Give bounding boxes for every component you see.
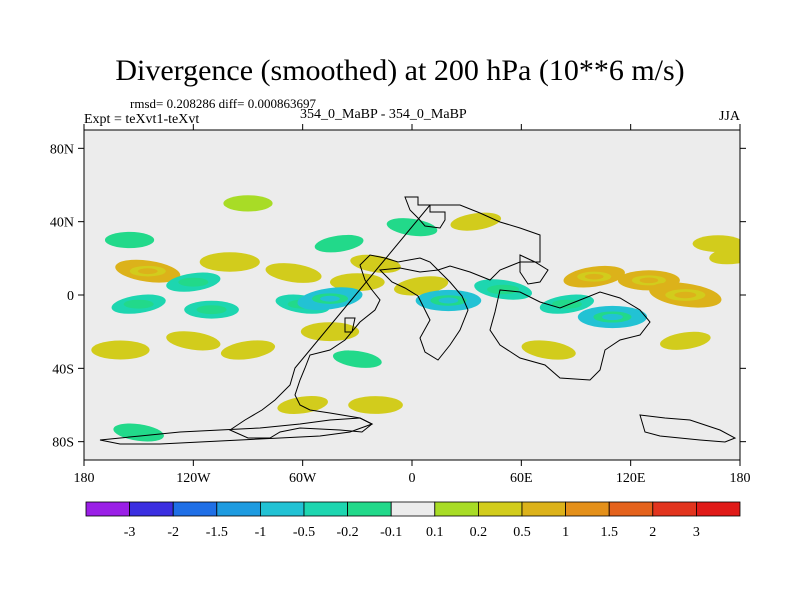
divergence-cell-core (178, 336, 209, 346)
case-names: 354_0_MaBP - 354_0_MaBP (300, 107, 467, 122)
y-tick-label: 40S (52, 362, 74, 377)
divergence-cell-core (360, 400, 391, 410)
colorbar-label: 1 (562, 525, 569, 540)
divergence-cell (223, 195, 273, 212)
divergence-cell-peak (602, 313, 623, 321)
divergence-cell (660, 331, 711, 350)
colorbar-box (347, 501, 392, 517)
divergence-cell-peak (639, 277, 659, 284)
divergence-cell-peak (674, 291, 697, 299)
colorbar-label: 0.1 (426, 525, 444, 540)
coastline-outline (99, 196, 737, 445)
colorbar-label: -1 (255, 525, 267, 540)
divergence-cell (692, 235, 740, 253)
colorbar-label: -0.5 (293, 525, 315, 540)
x-tick-label: 180 (730, 471, 751, 486)
coastline-segment (378, 267, 469, 361)
divergence-cell-peak (137, 268, 158, 275)
colorbar: -3 -2 -1.5 -1 -0.5 -0.2 -0.1 0.1 0.2 0.5 1 1.5 2 3 (85, 501, 741, 540)
chart-title: Divergence (smoothed) at 200 hPa (10**6 … (115, 54, 685, 87)
coastline-segment (99, 417, 374, 445)
colorbar-label: 3 (693, 525, 700, 540)
season-label: JJA (718, 109, 740, 124)
coastline-segment (344, 317, 356, 333)
coastline-segment (639, 414, 737, 443)
y-tick-label: 80N (50, 142, 74, 157)
coastline-segment (519, 254, 549, 285)
colorbar-label: 1.5 (600, 525, 618, 540)
colorbar-box (129, 501, 174, 517)
colorbar-label: 0.2 (470, 525, 488, 540)
colorbar-box (696, 501, 741, 517)
y-tick-label: 80S (52, 436, 74, 451)
coastline-segment (404, 196, 446, 229)
x-tick-label: 120E (616, 471, 646, 486)
divergence-cell-core (721, 250, 740, 260)
rmsd-diff-stats: rmsd= 0.208286 diff= 0.000863697 (130, 96, 316, 111)
colorbar-label: -0.1 (380, 525, 402, 540)
divergence-cell-core (313, 326, 347, 337)
divergence-cell (277, 395, 328, 415)
axis-ticks: 180 120W 60W 0 60E 120E 180 80N 40N 0 40S 80S (50, 124, 751, 486)
colorbar-box (216, 501, 261, 517)
colorbar-box (85, 501, 130, 517)
divergence-cell-core (533, 345, 564, 355)
divergence-cell-core (104, 345, 137, 355)
colorbar-label: 2 (649, 525, 656, 540)
colorbar-box (434, 501, 479, 517)
divergence-cell (314, 234, 364, 253)
colorbar-box (303, 501, 348, 517)
divergence-cell-core (196, 305, 227, 315)
colorbar-label: -0.2 (337, 525, 359, 540)
divergence-cell-core (123, 299, 154, 309)
divergence-cell-core (178, 277, 209, 287)
divergence-cell-core (406, 281, 437, 291)
colorbar-label: 0.5 (513, 525, 531, 540)
colorbar-box (172, 501, 218, 517)
divergence-cell-peak (438, 297, 459, 304)
colorbar-label: -3 (124, 525, 136, 540)
y-tick-label: 0 (67, 289, 74, 304)
x-tick-label: 60W (289, 471, 317, 486)
colorbar-box (259, 501, 305, 517)
x-tick-label: 0 (409, 471, 416, 486)
divergence-cell-core (278, 268, 310, 278)
colorbar-box (521, 501, 566, 517)
divergence-cell-core (232, 345, 264, 355)
x-tick-label: 120W (176, 471, 211, 486)
y-tick-label: 40N (50, 216, 74, 231)
coastline-segment (489, 289, 651, 381)
colorbar-label: -2 (167, 525, 179, 540)
divergence-cell-peak (584, 273, 604, 280)
x-tick-label: 180 (74, 471, 95, 486)
colorbar-label: -1.5 (206, 525, 228, 540)
experiment-label: Expt = teXvt1-teXvt (84, 112, 200, 127)
colorbar-box (390, 501, 436, 517)
colorbar-box (652, 501, 697, 517)
divergence-cell-core (213, 257, 247, 267)
divergence-cell-peak (320, 295, 340, 302)
x-tick-label: 60E (510, 471, 533, 486)
divergence-cell-core (487, 284, 520, 295)
divergence-cell (104, 231, 155, 249)
divergence-cell (332, 350, 382, 368)
colorbar-box (477, 501, 523, 517)
colorbar-box (565, 501, 610, 517)
colorbar-box (608, 501, 654, 517)
divergence-cell-core (342, 277, 373, 287)
